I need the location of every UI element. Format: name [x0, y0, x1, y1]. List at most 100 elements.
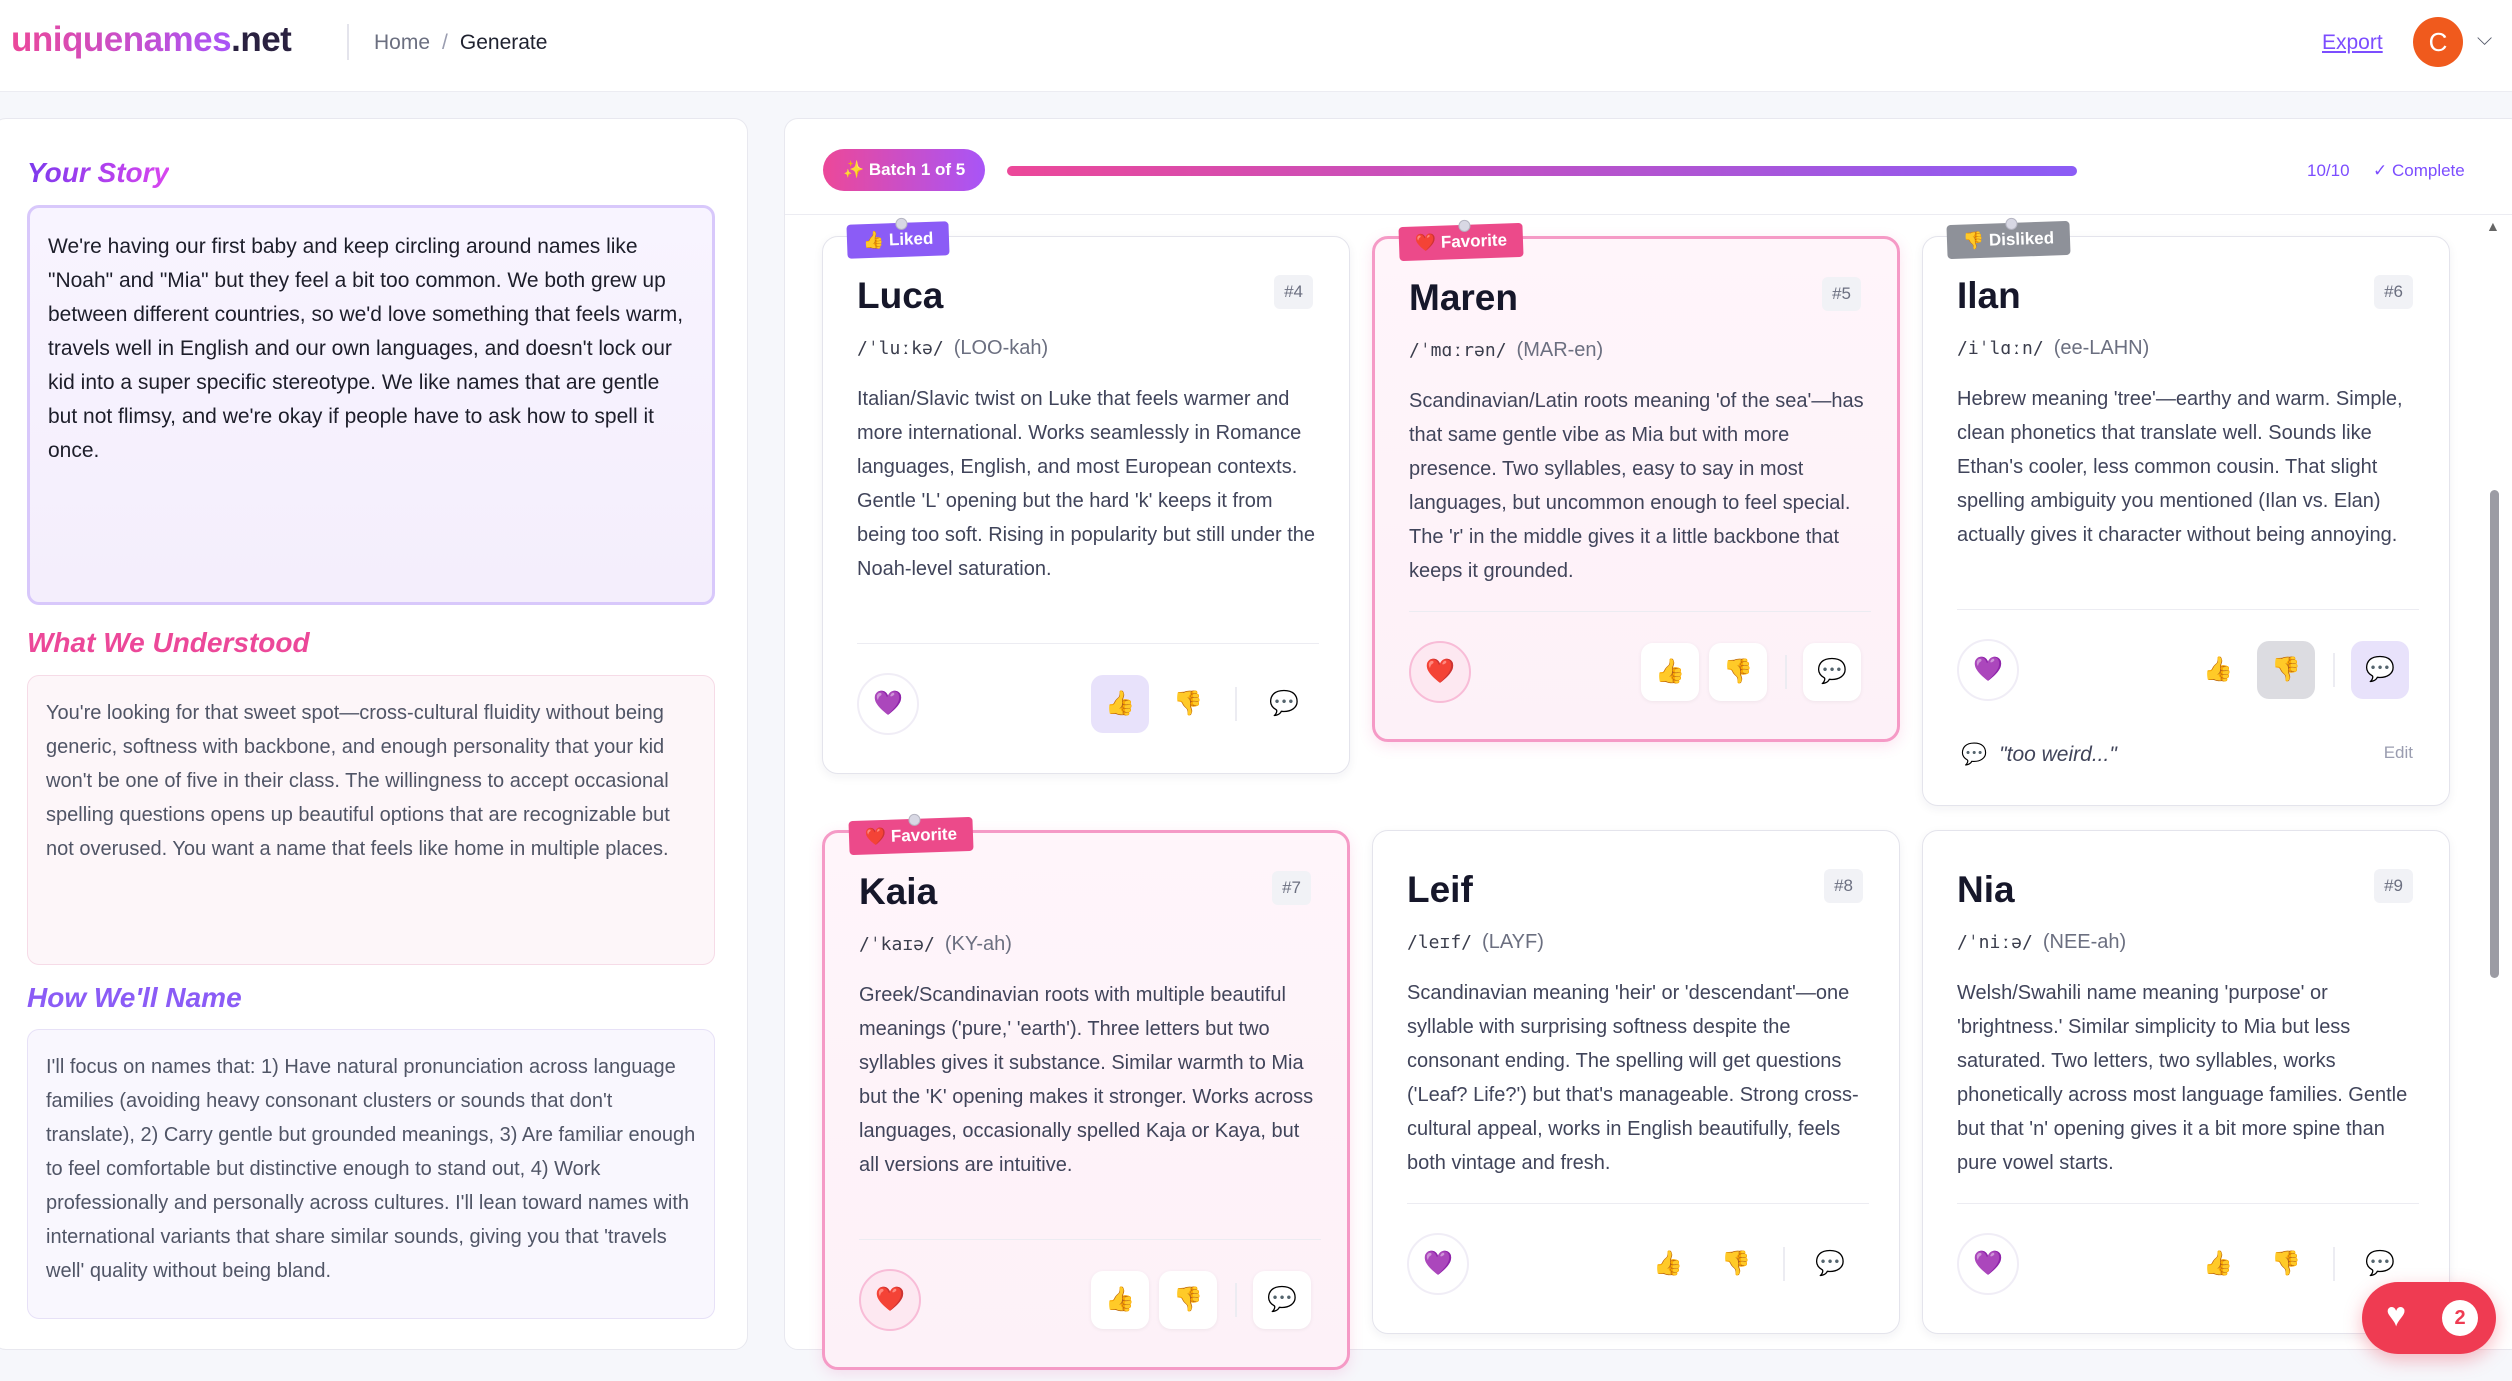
pin-icon: [895, 217, 908, 231]
action-divider: [1783, 1247, 1785, 1281]
card-phonetic: (KY-ah): [944, 933, 1012, 955]
progress-bar: [1007, 166, 2077, 176]
card-divider: [1957, 1203, 2419, 1204]
your-story-title: Your Story: [27, 157, 170, 188]
thumbs-down-icon[interactable]: 👎: [1709, 643, 1767, 701]
card-phonetic: (LAYF): [1482, 931, 1544, 953]
scrollbar-thumb[interactable]: [2490, 490, 2499, 978]
top-header: uniquenames.net Home / Generate Export C ⌵: [0, 0, 2512, 92]
card-description: Welsh/Swahili name meaning 'purpose' or …: [1957, 982, 2408, 1174]
card-name: Maren: [1409, 277, 1518, 318]
card-number: #8: [1824, 869, 1863, 903]
comment-icon[interactable]: 💬: [1269, 690, 1299, 717]
action-divider: [1235, 687, 1237, 721]
thumbs-up-icon[interactable]: 👍: [1091, 1271, 1149, 1329]
tag-label: 👎 Disliked: [1962, 228, 2055, 251]
card-pronunciation: /ˈmɑːrən/ (MAR-en): [1409, 339, 1603, 362]
comment-text: "too weird...": [1999, 743, 2117, 766]
export-link[interactable]: Export: [2322, 31, 2383, 54]
card-divider: [1407, 1203, 1869, 1204]
card-ipa: /ˈkaɪə/: [859, 934, 935, 955]
card-phonetic: (MAR-en): [1516, 339, 1604, 361]
comment-icon[interactable]: 💬: [2365, 1250, 2395, 1277]
thumbs-down-icon[interactable]: 👎: [1721, 1250, 1751, 1277]
chevron-down-icon[interactable]: ⌵: [2477, 28, 2493, 50]
thumbs-up-icon[interactable]: 👍: [2203, 1250, 2233, 1277]
card-pronunciation: /ˈniːə/ (NEE-ah): [1957, 931, 2126, 954]
comment-icon[interactable]: 💬: [1253, 1271, 1311, 1329]
site-logo[interactable]: uniquenames.net: [11, 20, 292, 60]
comment-icon[interactable]: 💬: [1815, 1250, 1845, 1277]
breadcrumb-home[interactable]: Home: [374, 31, 431, 54]
thumbs-up-icon[interactable]: 👍: [1653, 1250, 1683, 1277]
story-textarea[interactable]: We're having our first baby and keep cir…: [27, 205, 715, 605]
name-card-ilan[interactable]: 👎 Disliked Ilan #6 /iˈlɑːn/ (ee-LAHN) Heb…: [1922, 217, 2450, 806]
breadcrumb-separator: /: [442, 31, 448, 54]
favorite-tag: ❤️ Favorite: [848, 813, 974, 856]
thumbs-up-icon[interactable]: 👍: [1091, 675, 1149, 733]
how-we-name-title: How We'll Name: [27, 982, 242, 1013]
panel-divider: [785, 214, 2512, 215]
action-divider: [1785, 655, 1787, 689]
card-divider: [1957, 609, 2419, 610]
card-description: Greek/Scandinavian roots with multiple b…: [859, 984, 1314, 1176]
name-card-nia[interactable]: Nia #9 /ˈniːə/ (NEE-ah) Welsh/Swahili nam…: [1922, 830, 2450, 1334]
heart-icon[interactable]: 💜: [857, 673, 919, 735]
heart-icon[interactable]: 💜: [1957, 639, 2019, 701]
card-divider: [859, 1239, 1321, 1240]
card-number: #7: [1272, 871, 1311, 905]
heart-icon[interactable]: 💜: [1957, 1233, 2019, 1295]
thumbs-down-icon[interactable]: 👎: [2257, 641, 2315, 699]
card-ipa: /ˈniːə/: [1957, 932, 2033, 953]
card-pronunciation: /ˈluːkə/ (LOO-kah): [857, 337, 1048, 360]
disliked-tag: 👎 Disliked: [1946, 217, 2071, 260]
card-pronunciation: /leɪf/ (LAYF): [1407, 931, 1544, 954]
thumbs-up-icon[interactable]: 👍: [1641, 643, 1699, 701]
card-divider: [857, 643, 1319, 644]
card-divider: [1409, 611, 1871, 612]
heart-icon[interactable]: ❤️: [1409, 641, 1471, 703]
header-divider: [347, 24, 349, 60]
name-card-leif[interactable]: Leif #8 /leɪf/ (LAYF) Scandinavian meanin…: [1372, 830, 1900, 1334]
thumbs-up-icon[interactable]: 👍: [2203, 656, 2233, 683]
edit-note-link[interactable]: Edit: [2383, 743, 2413, 762]
tag-label: ❤️ Favorite: [1414, 230, 1508, 253]
card-name: Kaia: [859, 871, 938, 912]
name-card-kaia[interactable]: ❤️ Favorite Kaia #7 /ˈkaɪə/ (KY-ah) Greek…: [822, 813, 1350, 1370]
card-name: Ilan: [1957, 275, 2021, 316]
card-ipa: /ˈluːkə/: [857, 338, 944, 359]
thumbs-down-icon[interactable]: 👎: [1159, 1271, 1217, 1329]
heart-icon[interactable]: ❤️: [859, 1269, 921, 1331]
logo-tld: .net: [231, 20, 292, 59]
pin-icon: [2005, 217, 2018, 231]
pin-icon: [907, 813, 921, 827]
card-name: Leif: [1407, 869, 1473, 910]
thumbs-down-icon[interactable]: 👎: [2271, 1250, 2301, 1277]
avatar[interactable]: C: [2413, 17, 2463, 67]
thumbs-down-icon[interactable]: 👎: [1173, 690, 1203, 717]
card-ipa: /leɪf/: [1407, 932, 1473, 953]
breadcrumb: Home / Generate: [374, 31, 547, 55]
logo-wordmark: uniquenames: [11, 20, 232, 59]
heart-icon[interactable]: 💜: [1407, 1233, 1469, 1295]
favorite-tag: ❤️ Favorite: [1398, 219, 1524, 262]
card-description: Scandinavian meaning 'heir' or 'descenda…: [1407, 982, 1859, 1174]
card-number: #6: [2374, 275, 2413, 309]
favorites-button[interactable]: ♥ 2: [2362, 1282, 2496, 1354]
card-number: #9: [2374, 869, 2413, 903]
liked-tag: 👍 Liked: [846, 217, 950, 259]
progress-count: 10/10: [2307, 161, 2350, 180]
name-card-luca[interactable]: 👍 Liked Luca #4 /ˈluːkə/ (LOO-kah) Italia…: [822, 217, 1350, 774]
comment-icon[interactable]: 💬: [2351, 641, 2409, 699]
scroll-up-arrow[interactable]: ▲: [2486, 218, 2500, 234]
card-pronunciation: /iˈlɑːn/ (ee-LAHN): [1957, 337, 2149, 360]
card-number: #4: [1274, 275, 1313, 309]
tag-label: ❤️ Favorite: [864, 824, 958, 847]
comment-icon[interactable]: 💬: [1803, 643, 1861, 701]
card-name: Nia: [1957, 869, 2015, 910]
name-card-maren[interactable]: ❤️ Favorite Maren #5 /ˈmɑːrən/ (MAR-en) S…: [1372, 219, 1900, 742]
pin-icon: [1457, 219, 1471, 233]
card-ipa: /ˈmɑːrən/: [1409, 340, 1507, 361]
favorites-count: 2: [2442, 1300, 2478, 1336]
comment-note: 💬 "too weird...": [1961, 743, 2117, 767]
